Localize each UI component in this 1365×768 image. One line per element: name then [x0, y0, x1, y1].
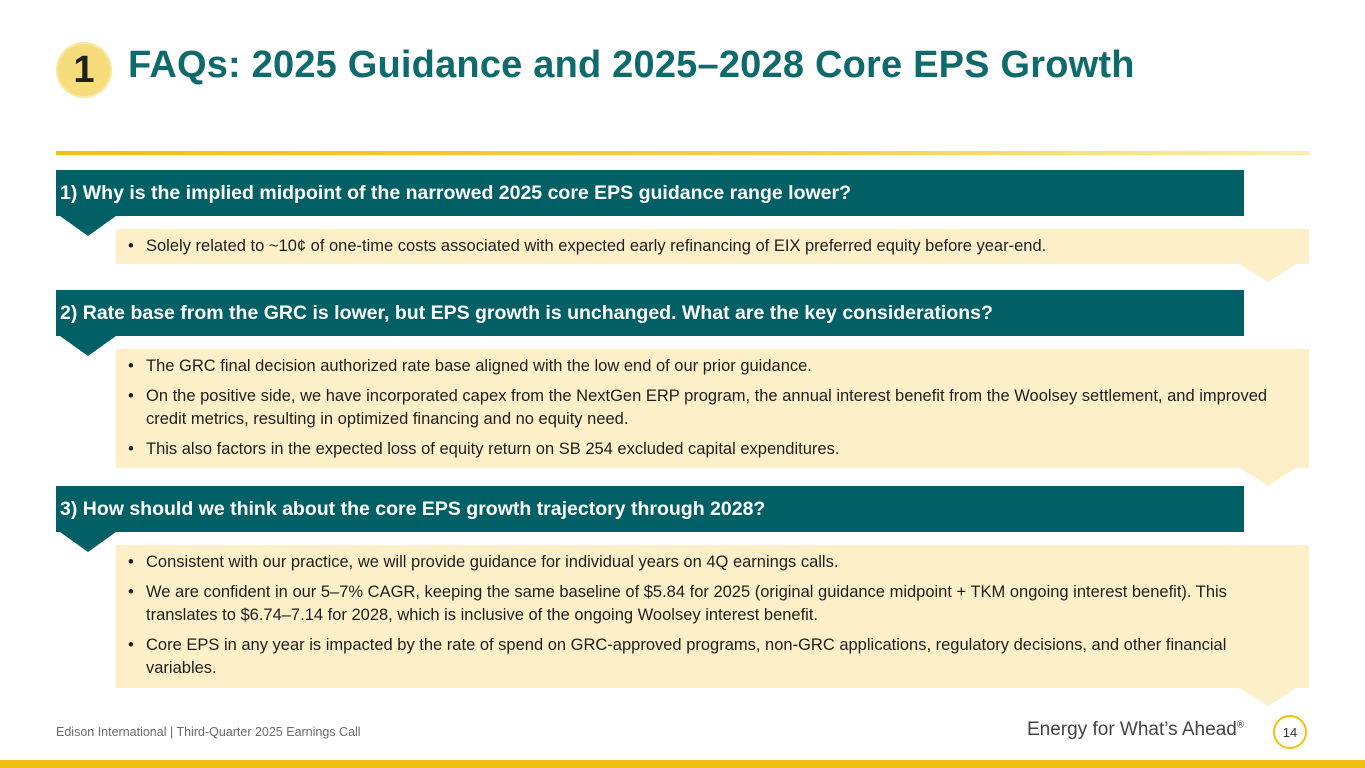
faq-question-1-pointer	[60, 216, 116, 236]
faq-answer-3: Consistent with our practice, we will pr…	[116, 545, 1309, 688]
faq-answer-2: The GRC final decision authorized rate b…	[116, 349, 1309, 468]
brand-tagline: Energy for What’s Ahead®	[1027, 719, 1244, 741]
registered-mark: ®	[1236, 719, 1245, 731]
faq-question-3-pointer	[60, 532, 116, 552]
footer-event-label: Edison International | Third-Quarter 202…	[56, 725, 361, 739]
faq-answer-2-list: The GRC final decision authorized rate b…	[128, 355, 1299, 461]
faq-answer-1-pointer	[1240, 264, 1296, 282]
page-number: 14	[1273, 715, 1307, 749]
page-title: FAQs: 2025 Guidance and 2025–2028 Core E…	[128, 44, 1135, 86]
faq-question-1-text: 1) Why is the implied midpoint of the na…	[60, 181, 851, 204]
faq-answer-2-bullet-1: The GRC final decision authorized rate b…	[128, 355, 1299, 378]
faq-answer-3-pointer	[1240, 688, 1296, 706]
faq-answer-2-pointer	[1240, 468, 1296, 486]
faq-answer-3-bullet-3: Core EPS in any year is impacted by the …	[128, 634, 1299, 680]
faq-question-3: 3) How should we think about the core EP…	[56, 486, 1244, 532]
faq-question-2: 2) Rate base from the GRC is lower, but …	[56, 290, 1244, 336]
title-divider	[56, 151, 1310, 155]
faq-answer-3-bullet-1: Consistent with our practice, we will pr…	[128, 551, 1299, 574]
faq-answer-2-bullet-2: On the positive side, we have incorporat…	[128, 385, 1299, 431]
faq-question-1: 1) Why is the implied midpoint of the na…	[56, 170, 1244, 216]
brand-tagline-text: Energy for What’s Ahead	[1027, 719, 1237, 740]
section-number-badge: 1	[56, 42, 112, 98]
page-number-text: 14	[1282, 724, 1298, 740]
faq-answer-1: Solely related to ~10¢ of one-time costs…	[116, 229, 1309, 264]
bottom-accent-bar	[0, 760, 1365, 768]
faq-answer-1-bullet-1: Solely related to ~10¢ of one-time costs…	[128, 235, 1299, 258]
faq-answer-3-bullet-2: We are confident in our 5–7% CAGR, keepi…	[128, 581, 1299, 627]
faq-question-2-pointer	[60, 336, 116, 356]
faq-answer-1-list: Solely related to ~10¢ of one-time costs…	[128, 235, 1299, 258]
faq-answer-2-bullet-3: This also factors in the expected loss o…	[128, 438, 1299, 461]
faq-question-3-text: 3) How should we think about the core EP…	[60, 497, 766, 520]
section-number: 1	[73, 49, 95, 91]
faq-answer-3-list: Consistent with our practice, we will pr…	[128, 551, 1299, 680]
faq-question-2-text: 2) Rate base from the GRC is lower, but …	[60, 301, 993, 324]
